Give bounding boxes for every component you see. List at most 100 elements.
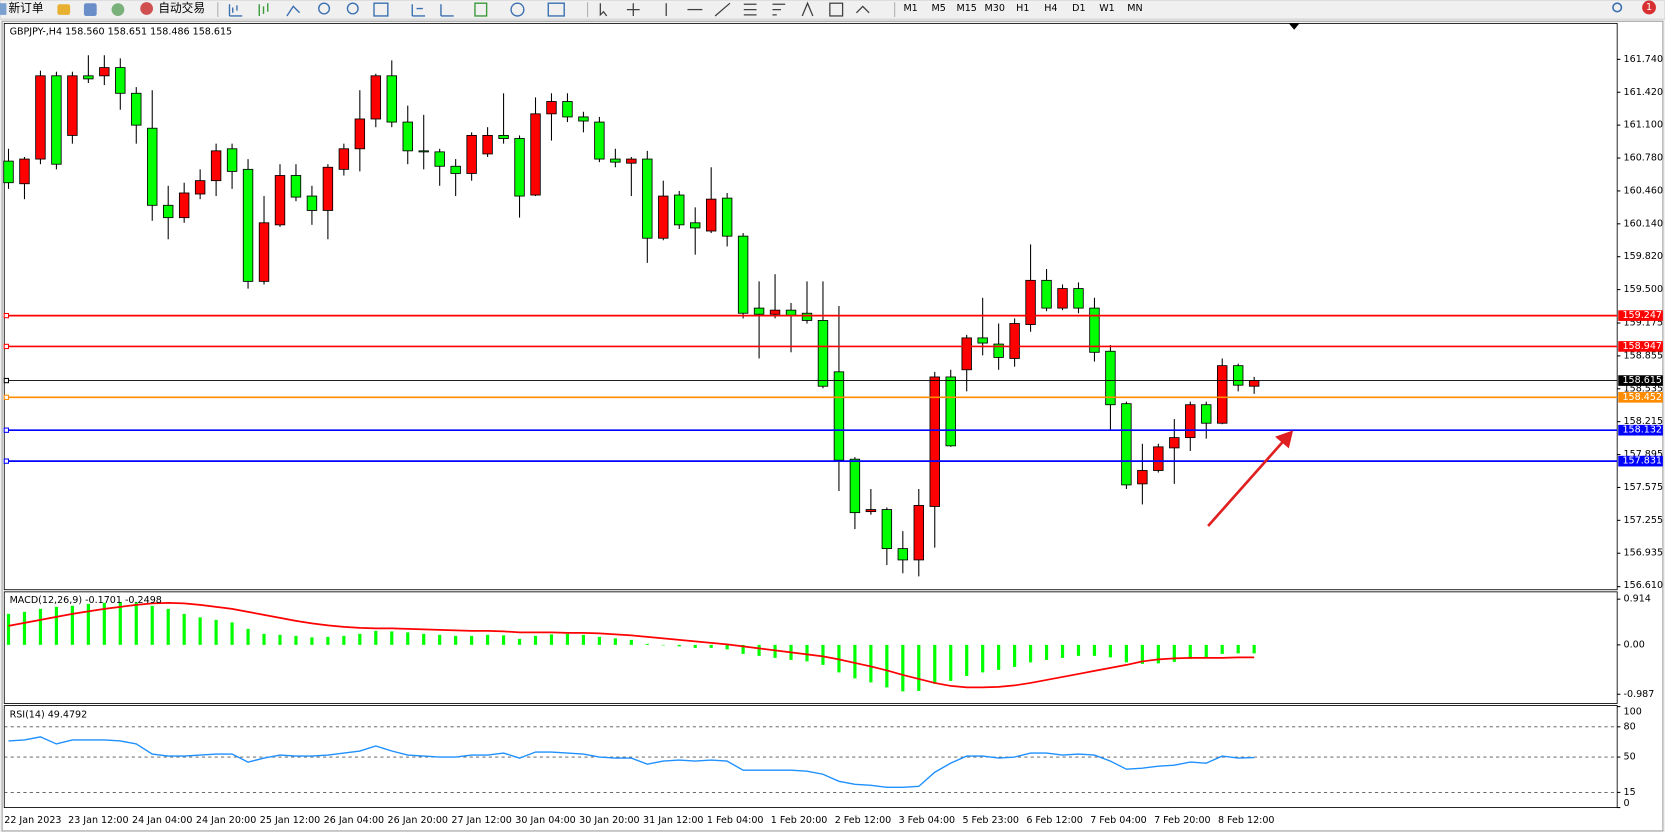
- price-line-handle: [3, 394, 10, 400]
- timeframe-button[interactable]: M30: [985, 3, 1005, 14]
- macd-bar: [1013, 644, 1017, 667]
- timeframe-button[interactable]: MN: [1127, 3, 1142, 14]
- macd-bar: [150, 605, 154, 645]
- icon[interactable]: [228, 4, 243, 17]
- candle-body: [210, 150, 222, 182]
- candle-body: [737, 235, 749, 314]
- new-order-button[interactable]: 新订单: [9, 1, 44, 15]
- timeframe-button[interactable]: H1: [1016, 3, 1029, 14]
- macd-bar: [406, 632, 410, 645]
- candle-body: [1185, 404, 1196, 439]
- icon[interactable]: [440, 4, 454, 17]
- candle-body: [3, 160, 14, 184]
- icon[interactable]: [111, 3, 125, 16]
- y-tick-label: 157.255: [1624, 515, 1663, 526]
- x-tick-label: 27 Jan 12:00: [451, 815, 511, 826]
- macd-bar: [326, 636, 330, 645]
- timeframe-button[interactable]: M1: [903, 3, 917, 14]
- macd-bar: [1092, 644, 1097, 656]
- macd-bar: [661, 644, 665, 646]
- candle-body: [147, 127, 158, 206]
- candle-body: [450, 165, 461, 174]
- timeframe-button[interactable]: H4: [1044, 3, 1057, 14]
- macd-bar: [613, 638, 617, 645]
- x-tick-label: 3 Feb 04:00: [899, 815, 956, 826]
- icon[interactable]: [474, 2, 488, 17]
- icon[interactable]: [318, 2, 331, 15]
- candle-body: [1248, 380, 1260, 387]
- x-tick-label: 24 Jan 04:00: [132, 815, 192, 826]
- search-icon[interactable]: [1612, 2, 1623, 13]
- candle-body: [51, 75, 62, 165]
- candle-body: [993, 343, 1004, 358]
- macd-bar: [6, 613, 11, 645]
- icon[interactable]: [829, 2, 844, 17]
- timeframe-button[interactable]: D1: [1072, 3, 1085, 14]
- icon[interactable]: [346, 2, 359, 15]
- icon[interactable]: [599, 3, 608, 17]
- candle-body: [1089, 307, 1100, 353]
- macd-bar: [134, 602, 138, 645]
- icon[interactable]: [547, 2, 565, 17]
- icon[interactable]: [743, 3, 757, 16]
- icon[interactable]: [626, 3, 640, 16]
- macd-bar: [549, 634, 554, 645]
- x-tick-label: 22 Jan 2023: [4, 815, 61, 826]
- candle-body: [849, 458, 861, 514]
- macd-bar: [166, 608, 170, 645]
- candle-body: [1057, 288, 1068, 309]
- icon[interactable]: [373, 2, 389, 17]
- icon[interactable]: [286, 5, 301, 17]
- macd-bar: [1156, 644, 1160, 664]
- candle-body: [514, 138, 525, 197]
- icon[interactable]: [801, 1, 814, 17]
- tool-icons[interactable]: [228, 2, 565, 17]
- price-label: 158.132: [1622, 425, 1661, 436]
- timeframe-button[interactable]: W1: [1099, 3, 1115, 14]
- macd-bar: [645, 643, 649, 645]
- timeframe-button[interactable]: M5: [931, 3, 945, 14]
- candle-body: [865, 509, 877, 513]
- icon[interactable]: [772, 3, 786, 16]
- candle-body: [1153, 446, 1164, 471]
- candle-body: [242, 168, 254, 282]
- macd-bar: [198, 617, 202, 645]
- macd-bar: [1076, 644, 1081, 656]
- macd-bar: [246, 628, 250, 645]
- y-tick-label: 157.895: [1624, 449, 1663, 460]
- notification-badge[interactable]: [1642, 0, 1656, 15]
- icon[interactable]: [140, 2, 154, 15]
- candle-body: [945, 376, 956, 447]
- macd-bar: [278, 634, 282, 645]
- candle-body: [801, 312, 813, 321]
- auto-trading-button[interactable]: 自动交易: [158, 1, 205, 15]
- icon[interactable]: [855, 5, 870, 14]
- macd-bar: [54, 606, 59, 645]
- macd-bar: [917, 644, 921, 691]
- candle-body: [562, 101, 573, 118]
- y-tick-label: 0.00: [1624, 639, 1645, 650]
- icon[interactable]: [83, 3, 97, 16]
- badge-count: 1: [1646, 2, 1652, 13]
- timeframe-button[interactable]: M15: [957, 3, 977, 14]
- icon[interactable]: [258, 3, 269, 16]
- icon[interactable]: [411, 4, 426, 17]
- icon[interactable]: [57, 4, 71, 15]
- macd-bar: [214, 619, 218, 645]
- x-tick-label: 26 Jan 20:00: [388, 815, 448, 826]
- price-line-handle: [3, 458, 10, 464]
- icon[interactable]: [510, 2, 525, 17]
- draw-tools[interactable]: [599, 1, 870, 17]
- candle-body: [1137, 470, 1148, 485]
- candle-body: [306, 195, 318, 211]
- y-tick-label: 15: [1624, 787, 1636, 798]
- macd-bar: [342, 635, 346, 645]
- y-tick-label: 159.175: [1624, 318, 1663, 329]
- macd-bar: [581, 634, 586, 645]
- macd-bar: [118, 601, 122, 645]
- candle-body: [753, 307, 765, 315]
- candle-body: [785, 309, 797, 316]
- icon[interactable]: [714, 2, 731, 17]
- candle-body: [338, 148, 350, 170]
- macd-bar: [741, 644, 745, 654]
